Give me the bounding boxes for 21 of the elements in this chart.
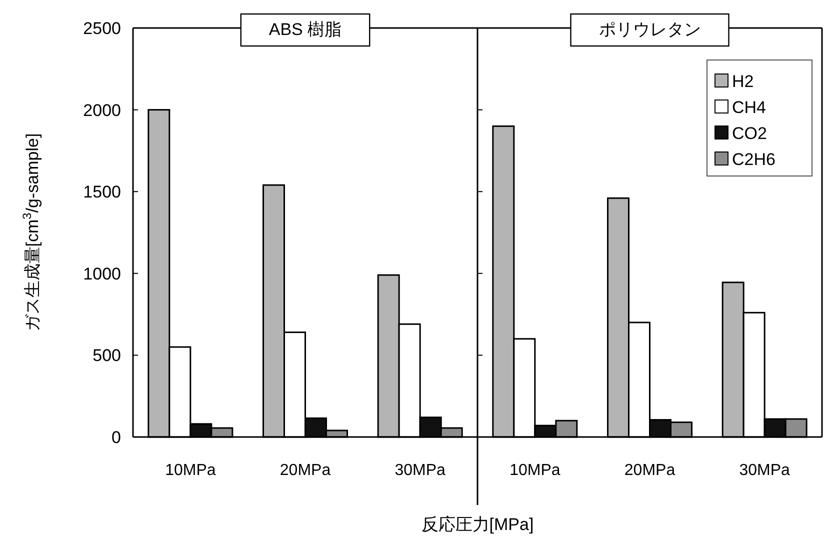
y-tick-label: 0	[112, 428, 121, 447]
x-tick-label: 30MPa	[739, 462, 790, 479]
title-frame: ポリウレタン	[570, 13, 730, 47]
chart-title: ABS 樹脂	[268, 20, 342, 39]
x-tick-label: 20MPa	[280, 462, 331, 479]
y-tick-label: 500	[92, 346, 121, 366]
y-tick-label: 1500	[83, 182, 121, 202]
legend-label: C2H6	[732, 150, 776, 169]
title-frame: ABS 樹脂	[240, 13, 370, 47]
x-tick-label: 20MPa	[624, 462, 676, 479]
legend-label: CH4	[732, 98, 766, 117]
legend-label: H2	[732, 72, 754, 91]
chart-title: ポリウレタン	[598, 20, 701, 39]
y-tick-label: 1000	[83, 264, 121, 284]
x-axis-title: 反応圧力[MPa]	[421, 515, 534, 534]
y-tick-label: 2000	[83, 100, 121, 120]
legend-label: CO2	[732, 124, 767, 143]
y-tick-label: 2500	[83, 19, 121, 38]
x-tick-label: 10MPa	[510, 462, 560, 479]
x-tick-label: 30MPa	[394, 462, 446, 479]
x-tick-label: 10MPa	[165, 462, 216, 479]
